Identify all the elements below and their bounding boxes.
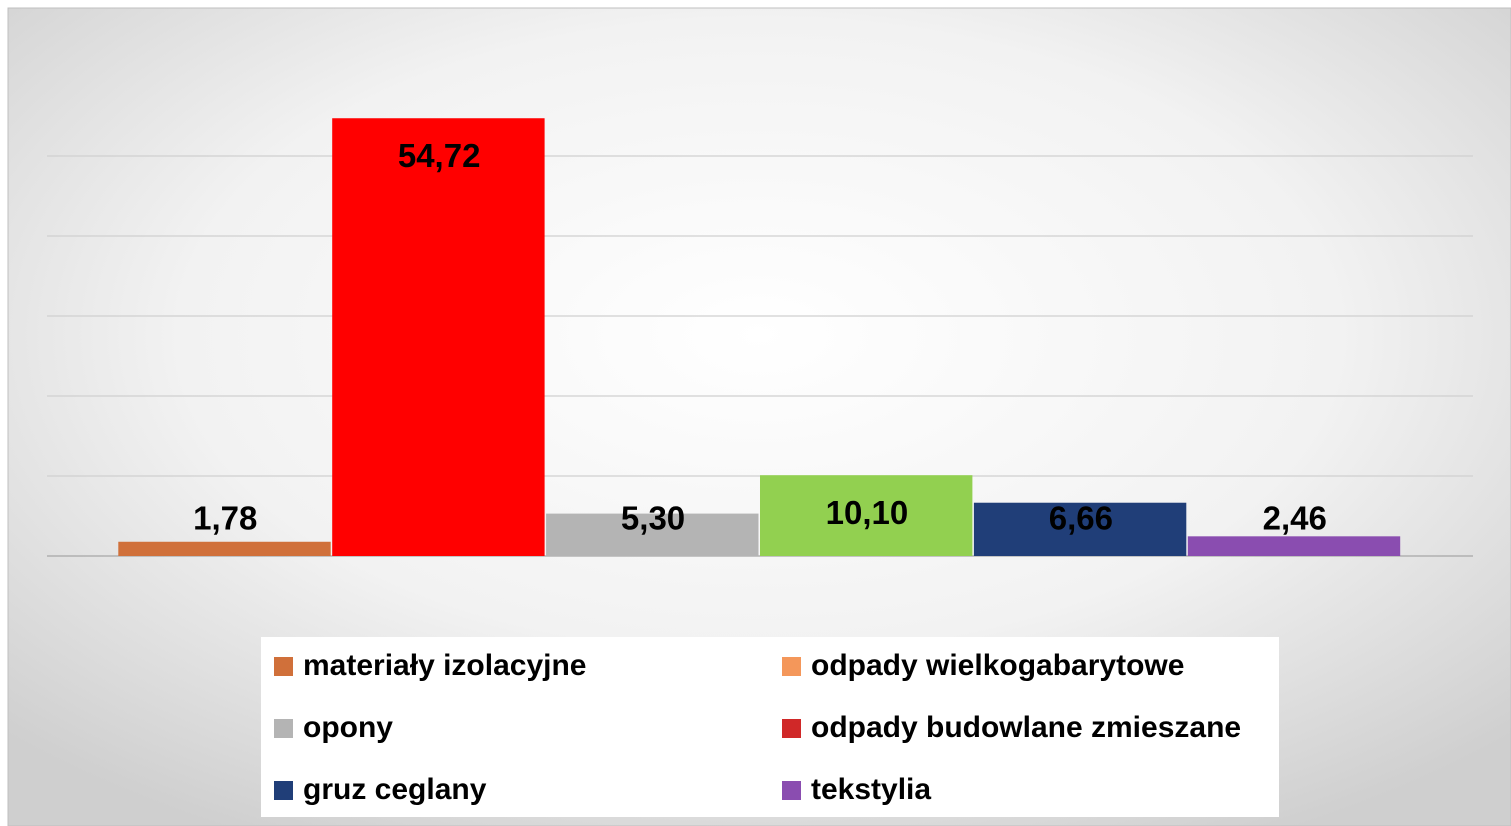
data-label: 1,78 <box>193 500 257 537</box>
legend-label: materiały izolacyjne <box>303 649 586 682</box>
data-label: 6,66 <box>1049 500 1113 537</box>
legend-marker <box>782 719 801 738</box>
bar <box>973 502 1187 556</box>
bar <box>546 513 759 556</box>
legend-marker <box>782 781 801 800</box>
legend-label: opony <box>303 711 393 744</box>
legend-box <box>261 637 1279 817</box>
bar <box>760 475 973 556</box>
bar <box>118 541 331 556</box>
data-label: 5,30 <box>621 500 685 537</box>
legend-marker <box>274 781 293 800</box>
legend-marker <box>274 719 293 738</box>
bar <box>1187 536 1401 556</box>
legend-label: odpady budowlane zmieszane <box>811 711 1241 744</box>
data-label: 2,46 <box>1263 500 1327 537</box>
legend-label: odpady wielkogabarytowe <box>811 649 1184 682</box>
legend-label: tekstylia <box>811 773 931 806</box>
legend-marker <box>274 657 293 676</box>
data-label: 54,72 <box>398 137 481 174</box>
bar <box>332 118 545 557</box>
legend-marker <box>782 657 801 676</box>
data-label: 10,10 <box>826 494 909 531</box>
legend-label: gruz ceglany <box>303 773 487 806</box>
